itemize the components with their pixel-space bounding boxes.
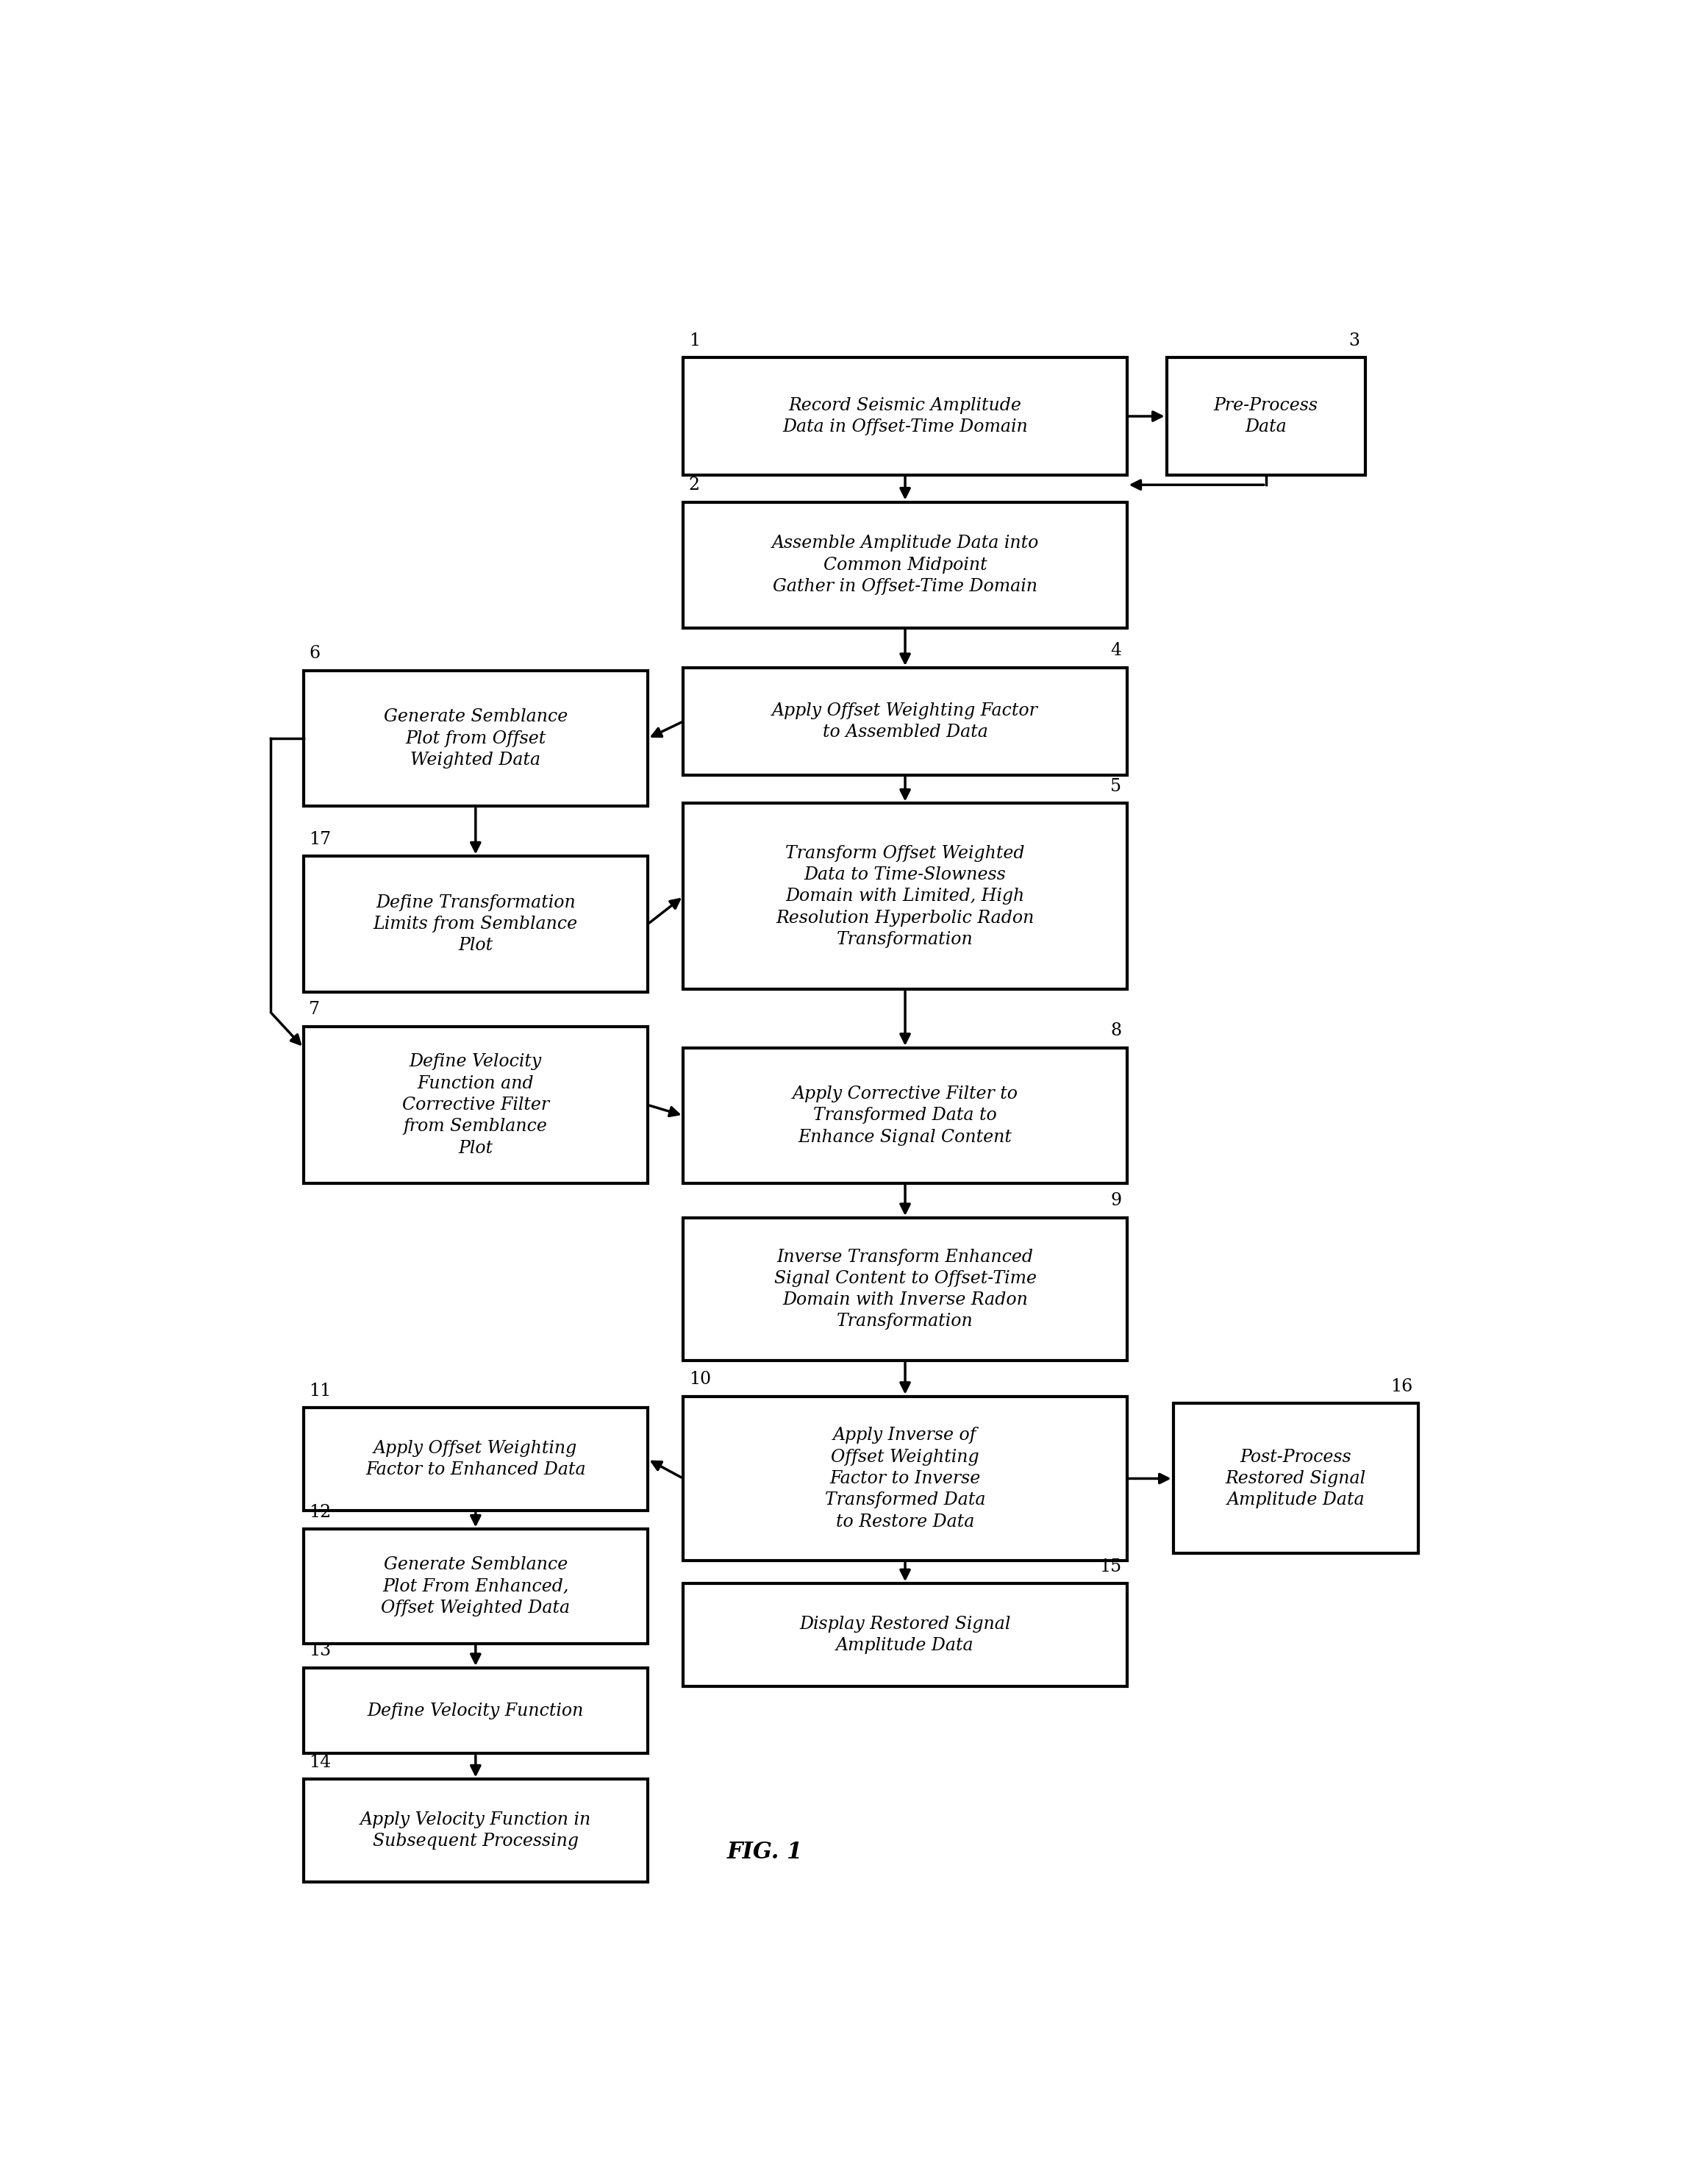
FancyBboxPatch shape: [304, 1407, 647, 1511]
Text: Transform Offset Weighted
Data to Time-Slowness
Domain with Limited, High
Resolu: Transform Offset Weighted Data to Time-S…: [775, 845, 1035, 949]
Text: Post-Process
Restored Signal
Amplitude Data: Post-Process Restored Signal Amplitude D…: [1225, 1448, 1366, 1509]
FancyBboxPatch shape: [1173, 1402, 1418, 1554]
Text: Apply Offset Weighting
Factor to Enhanced Data: Apply Offset Weighting Factor to Enhance…: [366, 1439, 586, 1478]
Text: Define Transformation
Limits from Semblance
Plot: Define Transformation Limits from Sembla…: [374, 894, 577, 955]
FancyBboxPatch shape: [304, 671, 647, 805]
Text: 5: 5: [1110, 777, 1122, 795]
Text: Pre-Process
Data: Pre-Process Data: [1214, 397, 1319, 436]
FancyBboxPatch shape: [683, 803, 1127, 990]
Text: 16: 16: [1390, 1379, 1413, 1396]
Text: 12: 12: [309, 1505, 331, 1520]
Text: 8: 8: [1110, 1023, 1122, 1040]
Text: 4: 4: [1110, 643, 1122, 660]
FancyBboxPatch shape: [304, 855, 647, 992]
Text: Assemble Amplitude Data into
Common Midpoint
Gather in Offset-Time Domain: Assemble Amplitude Data into Common Midp…: [772, 534, 1038, 595]
Text: 2: 2: [688, 475, 700, 493]
Text: FIG. 1: FIG. 1: [728, 1841, 803, 1863]
Text: Generate Semblance
Plot From Enhanced,
Offset Weighted Data: Generate Semblance Plot From Enhanced, O…: [381, 1557, 570, 1617]
FancyBboxPatch shape: [304, 1027, 647, 1183]
Text: 9: 9: [1110, 1192, 1122, 1209]
Text: Apply Offset Weighting Factor
to Assembled Data: Apply Offset Weighting Factor to Assembl…: [772, 701, 1038, 740]
FancyBboxPatch shape: [304, 1667, 647, 1754]
Text: Apply Inverse of
Offset Weighting
Factor to Inverse
Transformed Data
to Restore : Apply Inverse of Offset Weighting Factor…: [825, 1426, 986, 1531]
FancyBboxPatch shape: [683, 669, 1127, 775]
Text: Record Seismic Amplitude
Data in Offset-Time Domain: Record Seismic Amplitude Data in Offset-…: [782, 397, 1028, 436]
Text: Generate Semblance
Plot from Offset
Weighted Data: Generate Semblance Plot from Offset Weig…: [384, 708, 567, 769]
Text: 13: 13: [309, 1643, 331, 1659]
FancyBboxPatch shape: [304, 1780, 647, 1882]
FancyBboxPatch shape: [1167, 358, 1365, 475]
FancyBboxPatch shape: [683, 1049, 1127, 1183]
Text: Inverse Transform Enhanced
Signal Content to Offset-Time
Domain with Inverse Rad: Inverse Transform Enhanced Signal Conten…: [774, 1248, 1037, 1331]
Text: Display Restored Signal
Amplitude Data: Display Restored Signal Amplitude Data: [799, 1615, 1011, 1654]
FancyBboxPatch shape: [683, 1583, 1127, 1687]
Text: 7: 7: [309, 1001, 319, 1018]
FancyBboxPatch shape: [683, 1218, 1127, 1361]
Text: 11: 11: [309, 1383, 331, 1400]
FancyBboxPatch shape: [683, 1396, 1127, 1561]
Text: 3: 3: [1349, 332, 1360, 350]
Text: 14: 14: [309, 1754, 331, 1772]
Text: 17: 17: [309, 831, 331, 847]
FancyBboxPatch shape: [683, 502, 1127, 627]
Text: 10: 10: [688, 1370, 711, 1387]
FancyBboxPatch shape: [683, 358, 1127, 475]
Text: Define Velocity Function: Define Velocity Function: [367, 1702, 584, 1719]
Text: 15: 15: [1100, 1559, 1122, 1574]
Text: 6: 6: [309, 645, 319, 662]
Text: Apply Velocity Function in
Subsequent Processing: Apply Velocity Function in Subsequent Pr…: [360, 1811, 591, 1850]
FancyBboxPatch shape: [304, 1528, 647, 1643]
Text: Define Velocity
Function and
Corrective Filter
from Semblance
Plot: Define Velocity Function and Corrective …: [401, 1053, 550, 1157]
Text: Apply Corrective Filter to
Transformed Data to
Enhance Signal Content: Apply Corrective Filter to Transformed D…: [793, 1086, 1018, 1146]
Text: 1: 1: [688, 332, 700, 350]
